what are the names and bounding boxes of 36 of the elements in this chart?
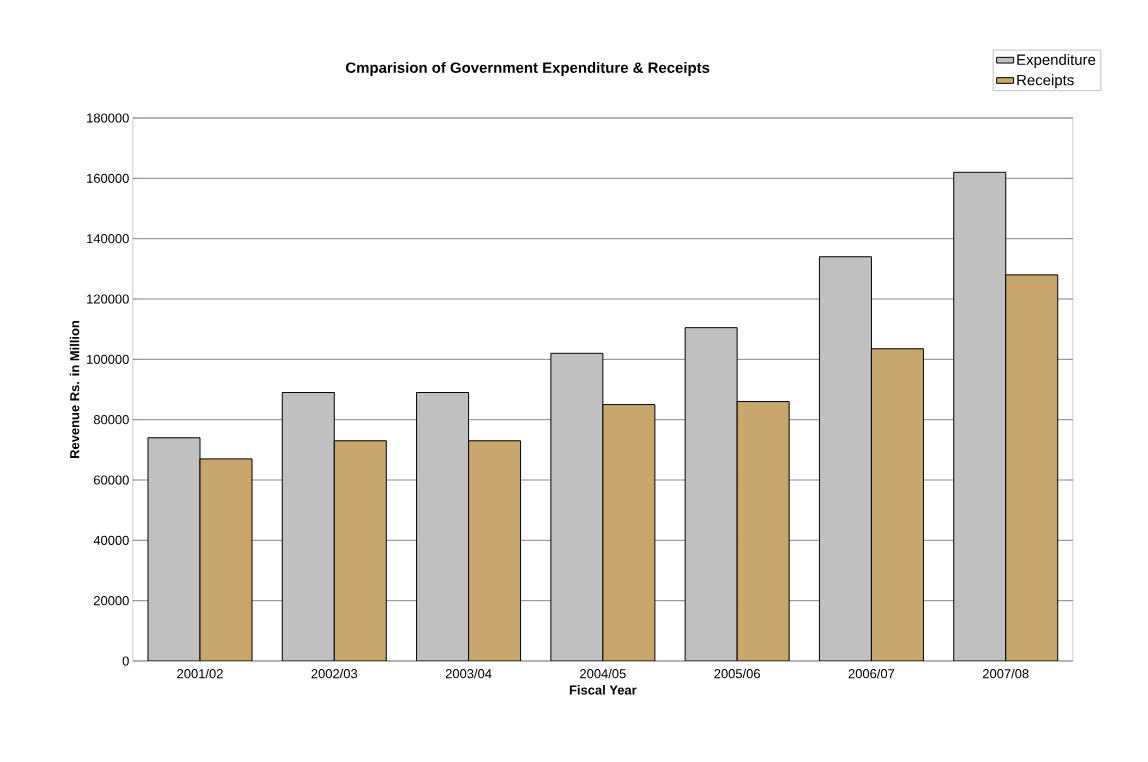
y-tick-label: 40000 — [93, 535, 129, 545]
x-tick-label: 2005/06 — [714, 668, 760, 679]
x-axis-title: Fiscal Year — [569, 685, 637, 695]
bar — [953, 171, 1007, 661]
y-tick-label: 60000 — [93, 475, 129, 485]
bar — [1005, 274, 1059, 661]
bar — [871, 348, 924, 661]
y-tick-label: 140000 — [87, 234, 129, 244]
y-tick-label: 100000 — [87, 354, 129, 364]
y-tick-label: 80000 — [93, 415, 129, 425]
x-tick-label: 2001/02 — [177, 668, 223, 679]
bar — [468, 440, 521, 661]
bar — [148, 437, 200, 661]
x-tick-label: 2006/07 — [848, 668, 895, 679]
y-tick-label: 20000 — [93, 596, 129, 606]
legend-label: Receipts — [1017, 74, 1074, 89]
bar — [200, 458, 252, 661]
x-tick-label: 2002/03 — [311, 668, 358, 679]
bar — [416, 392, 469, 661]
x-tick-label: 2003/04 — [445, 668, 492, 679]
y-tick-label: 180000 — [87, 113, 129, 123]
bar — [602, 404, 655, 661]
x-tick-label: 2007/08 — [982, 668, 1029, 679]
y-tick-label: 0 — [122, 656, 129, 666]
bar — [334, 440, 387, 661]
bar — [737, 401, 790, 661]
y-tick-label: 120000 — [87, 294, 129, 304]
y-axis-title: Revenue Rs. in Million — [69, 320, 80, 458]
bar — [819, 256, 872, 661]
legend-label: Expenditure — [1017, 54, 1096, 68]
chart-title: Cmparision of Government Expenditure & Receipts — [346, 61, 710, 76]
x-tick-label: 2004/05 — [580, 668, 626, 679]
bar — [685, 327, 738, 661]
bar — [550, 353, 603, 661]
y-tick-label: 160000 — [87, 173, 129, 183]
bar — [282, 392, 335, 661]
